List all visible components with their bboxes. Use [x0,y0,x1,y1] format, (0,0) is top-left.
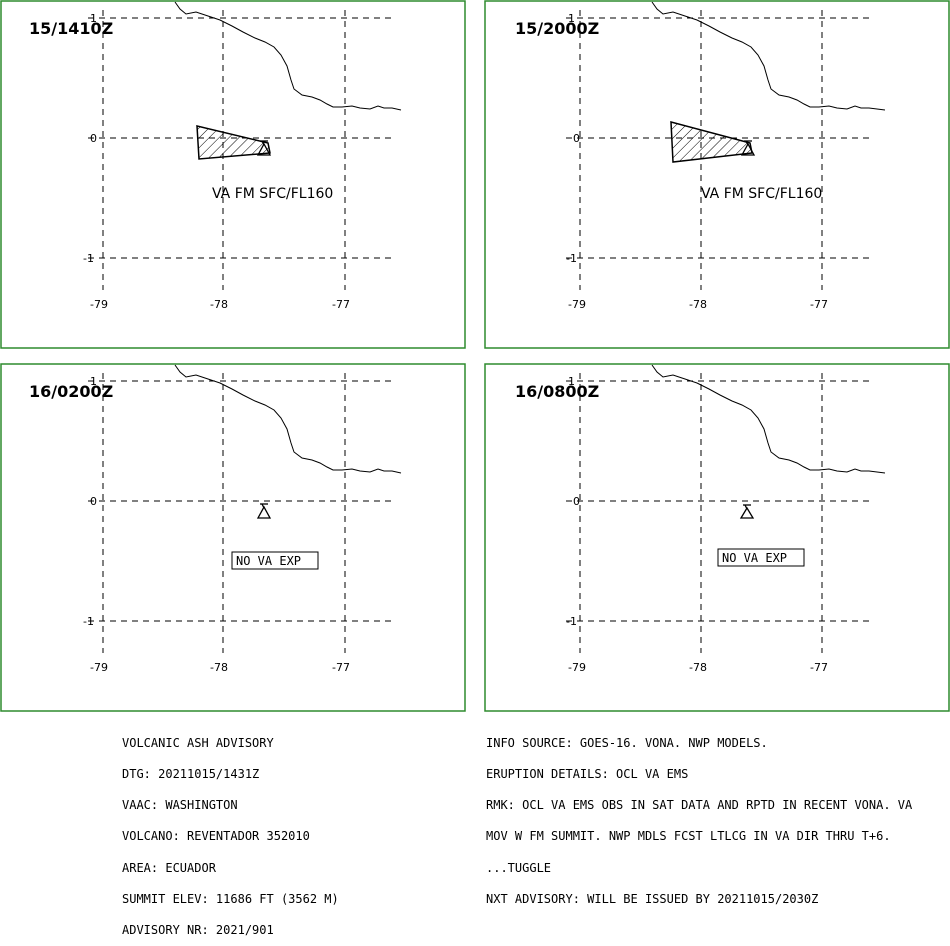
volcano-icon [740,140,756,156]
lon-label-78: -78 [210,661,228,674]
advisory-vaac: VAAC: WASHINGTON [122,798,238,813]
no-ash-box: NO VA EXP [717,548,805,567]
advisory-next: NXT ADVISORY: WILL BE ISSUED BY 20211015… [486,891,819,906]
no-ash-label: NO VA EXP [722,551,787,565]
lon-tick-labels: -79 -78 -77 [90,661,350,674]
lon-tick-labels: -79 -78 -77 [568,298,828,311]
forecast-panel-1: 1 0 -1 -79 -78 -77 15/1410Z VA FM SFC/FL… [0,0,467,350]
graticule [566,373,872,653]
graticule [88,10,395,290]
lon-label-78: -78 [210,298,228,311]
advisory-info-source: INFO SOURCE: GOES-16. VONA. NWP MODELS. [486,735,768,750]
ash-layer-label: VA FM SFC/FL160 [701,186,822,202]
map-panel-4: 1 0 -1 -79 -78 -77 16/0800Z NO VA EXP [484,363,950,712]
lon-label-78: -78 [689,298,707,311]
no-ash-box: NO VA EXP [231,551,319,570]
lat-label-1: 1 [568,375,575,388]
map-panel-2: 1 0 -1 -79 -78 -77 15/2000Z VA FM SFC/FL… [484,0,950,349]
advisory-header-block: VOLCANIC ASH ADVISORY DTG: 20211015/1431… [122,717,339,946]
graticule [566,10,872,290]
volcano-icon [739,504,755,519]
lat-tick-labels: 1 0 -1 [83,375,97,628]
forecast-panel-4: 1 0 -1 -79 -78 -77 16/0800Z NO VA EXP [484,363,950,713]
lon-label-77: -77 [332,661,350,674]
ash-layer-label: VA FM SFC/FL160 [212,186,333,202]
lon-label-79: -79 [568,298,586,311]
lon-label-77: -77 [810,298,828,311]
advisory-forecaster: ...TUGGLE [486,860,552,875]
lat-tick-labels: 1 0 -1 [566,375,580,628]
forecast-panel-2: 1 0 -1 -79 -78 -77 15/2000Z VA FM SFC/FL… [484,0,950,350]
panel-frame [484,363,950,712]
advisory-eruption-details: ERUPTION DETAILS: OCL VA EMS [486,767,689,782]
ash-cloud-polygon [196,125,271,160]
lat-label-0: 0 [573,132,580,145]
lat-label-1: 1 [568,12,575,25]
map-panel-3: 1 0 -1 -79 -78 -77 16/0200Z NO VA EXP [0,363,466,712]
lon-tick-labels: -79 -78 -77 [568,661,828,674]
lat-label-0: 0 [573,495,580,508]
lat-tick-labels: 1 0 -1 [566,12,580,265]
advisory-details-block: INFO SOURCE: GOES-16. VONA. NWP MODELS. … [486,717,912,915]
lat-label-neg1: -1 [566,615,577,628]
coastline [651,1,886,111]
panel-frame [484,0,950,349]
map-panel-1: 1 0 -1 -79 -78 -77 15/1410Z VA FM SFC/FL… [0,0,466,349]
advisory-remarks-line-1: RMK: OCL VA EMS OBS IN SAT DATA AND RPTD… [486,798,913,813]
lat-label-neg1: -1 [83,615,94,628]
lon-label-77: -77 [332,298,350,311]
no-ash-label: NO VA EXP [236,554,301,568]
panel-frame [0,363,466,712]
panel-frame [0,0,466,349]
lat-label-0: 0 [90,132,97,145]
coastline [174,364,402,474]
advisory-dtg: DTG: 20211015/1431Z [122,767,260,782]
ash-cloud-polygon [670,121,753,163]
lon-label-77: -77 [810,661,828,674]
lat-label-0: 0 [90,495,97,508]
lon-label-78: -78 [689,661,707,674]
lat-label-neg1: -1 [566,252,577,265]
lat-tick-labels: 1 0 -1 [83,12,97,265]
graticule [88,373,395,653]
advisory-area: AREA: ECUADOR [122,860,216,875]
advisory-remarks-line-2: MOV W FM SUMMIT. NWP MDLS FCST LTLCG IN … [486,829,891,844]
valid-time-label: 15/2000Z [515,19,599,38]
lon-label-79: -79 [568,661,586,674]
coastline [174,1,402,111]
lat-label-1: 1 [90,12,97,25]
advisory-number: ADVISORY NR: 2021/901 [122,923,274,938]
lon-label-79: -79 [90,661,108,674]
valid-time-label: 15/1410Z [29,19,113,38]
advisory-title: VOLCANIC ASH ADVISORY [122,735,274,750]
lon-label-79: -79 [90,298,108,311]
advisory-summit-elev: SUMMIT ELEV: 11686 FT (3562 M) [122,891,339,906]
forecast-panel-3: 1 0 -1 -79 -78 -77 16/0200Z NO VA EXP [0,363,467,713]
coastline [651,364,886,474]
advisory-volcano: VOLCANO: REVENTADOR 352010 [122,829,310,844]
valid-time-label: 16/0800Z [515,382,599,401]
volcano-icon [256,140,272,156]
valid-time-label: 16/0200Z [29,382,113,401]
volcano-icon [256,503,272,519]
lat-label-neg1: -1 [83,252,94,265]
lat-label-1: 1 [90,375,97,388]
lon-tick-labels: -79 -78 -77 [90,298,350,311]
